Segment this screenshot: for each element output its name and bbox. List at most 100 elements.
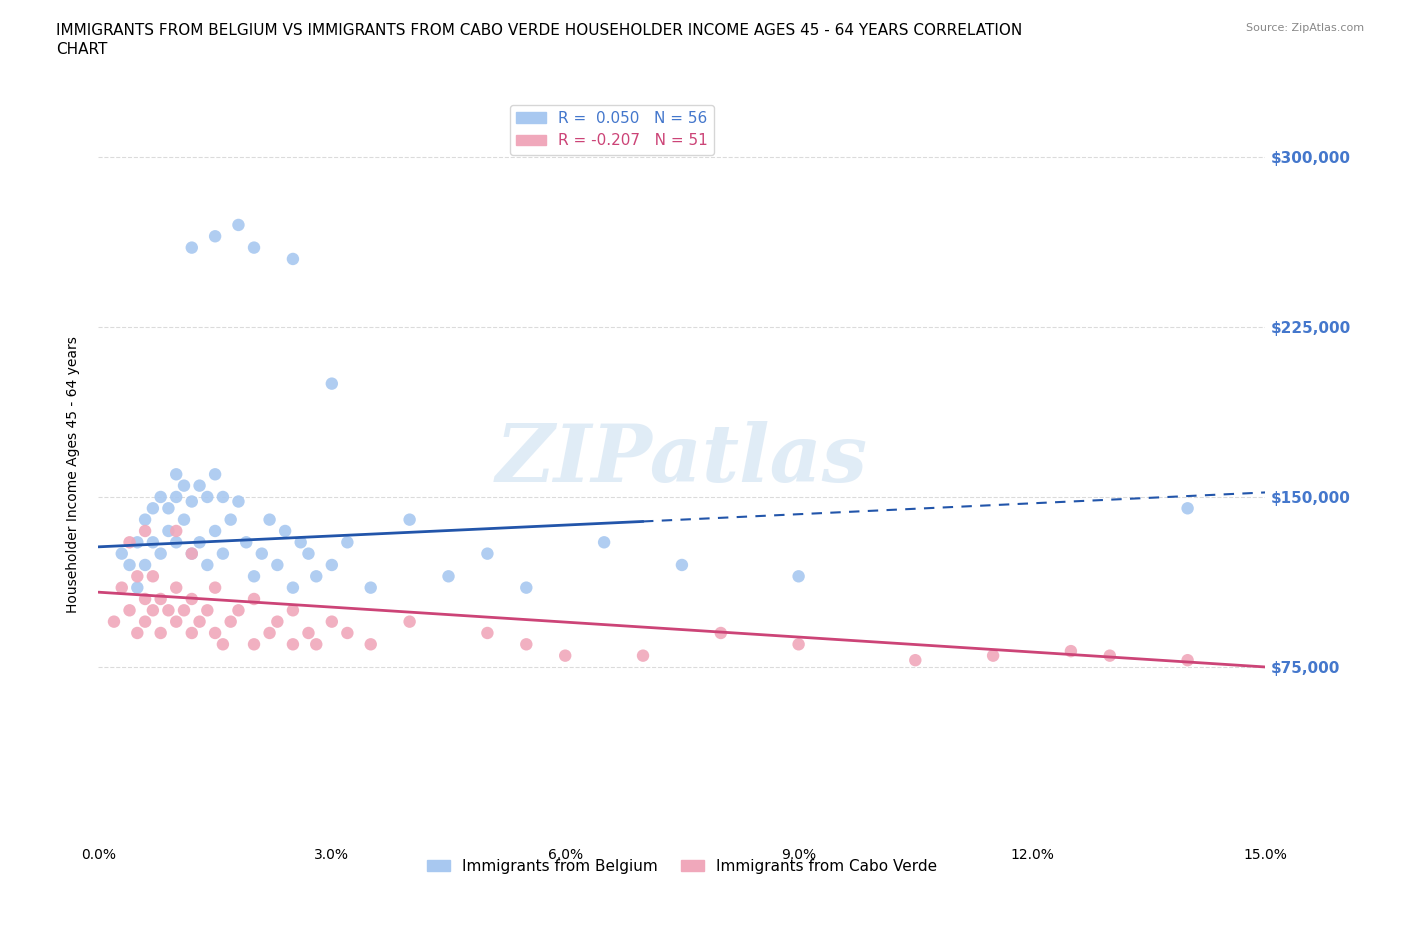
- Point: [1177, 653, 1199, 668]
- Point: [515, 637, 537, 652]
- Point: [195, 489, 218, 504]
- Point: [204, 467, 226, 482]
- Point: [228, 603, 250, 618]
- Point: [477, 626, 499, 641]
- Point: [173, 478, 195, 493]
- Point: [336, 626, 359, 641]
- Point: [360, 580, 382, 595]
- Y-axis label: Householder Income Ages 45 - 64 years: Householder Income Ages 45 - 64 years: [66, 336, 80, 613]
- Point: [165, 580, 187, 595]
- Point: [180, 546, 202, 561]
- Point: [266, 558, 288, 573]
- Text: ZIPatlas: ZIPatlas: [496, 421, 868, 498]
- Point: [787, 637, 810, 652]
- Point: [103, 614, 125, 629]
- Point: [437, 569, 460, 584]
- Point: [228, 218, 250, 232]
- Point: [180, 494, 202, 509]
- Point: [243, 591, 266, 606]
- Point: [149, 546, 172, 561]
- Point: [173, 512, 195, 527]
- Point: [290, 535, 312, 550]
- Point: [593, 535, 616, 550]
- Point: [142, 535, 165, 550]
- Point: [360, 637, 382, 652]
- Point: [204, 524, 226, 538]
- Point: [321, 377, 343, 392]
- Point: [281, 580, 304, 595]
- Point: [165, 535, 187, 550]
- Point: [219, 512, 242, 527]
- Text: Source: ZipAtlas.com: Source: ZipAtlas.com: [1246, 23, 1364, 33]
- Point: [111, 546, 134, 561]
- Point: [219, 614, 242, 629]
- Point: [631, 648, 654, 663]
- Point: [259, 626, 281, 641]
- Point: [118, 558, 141, 573]
- Point: [710, 626, 733, 641]
- Point: [204, 229, 226, 244]
- Point: [142, 603, 165, 618]
- Point: [165, 467, 187, 482]
- Point: [204, 580, 226, 595]
- Text: CHART: CHART: [56, 42, 108, 57]
- Point: [235, 535, 257, 550]
- Point: [297, 546, 319, 561]
- Point: [111, 580, 134, 595]
- Point: [157, 501, 180, 516]
- Point: [305, 569, 328, 584]
- Point: [281, 251, 304, 266]
- Point: [157, 603, 180, 618]
- Point: [981, 648, 1004, 663]
- Point: [180, 626, 202, 641]
- Point: [180, 240, 202, 255]
- Point: [180, 591, 202, 606]
- Point: [142, 569, 165, 584]
- Point: [281, 603, 304, 618]
- Point: [195, 558, 218, 573]
- Legend: Immigrants from Belgium, Immigrants from Cabo Verde: Immigrants from Belgium, Immigrants from…: [420, 853, 943, 880]
- Point: [212, 489, 235, 504]
- Point: [118, 603, 141, 618]
- Point: [228, 494, 250, 509]
- Point: [149, 591, 172, 606]
- Point: [336, 535, 359, 550]
- Point: [134, 614, 156, 629]
- Point: [250, 546, 273, 561]
- Point: [127, 626, 149, 641]
- Point: [243, 637, 266, 652]
- Point: [398, 614, 420, 629]
- Point: [149, 626, 172, 641]
- Point: [274, 524, 297, 538]
- Point: [515, 580, 537, 595]
- Point: [134, 591, 156, 606]
- Point: [204, 626, 226, 641]
- Point: [127, 580, 149, 595]
- Point: [118, 535, 141, 550]
- Point: [281, 637, 304, 652]
- Point: [188, 478, 211, 493]
- Point: [134, 512, 156, 527]
- Point: [1098, 648, 1121, 663]
- Point: [134, 524, 156, 538]
- Point: [1177, 501, 1199, 516]
- Point: [398, 512, 420, 527]
- Point: [165, 489, 187, 504]
- Point: [157, 524, 180, 538]
- Point: [212, 637, 235, 652]
- Point: [321, 614, 343, 629]
- Point: [243, 569, 266, 584]
- Point: [1060, 644, 1083, 658]
- Point: [149, 489, 172, 504]
- Point: [904, 653, 927, 668]
- Point: [212, 546, 235, 561]
- Point: [297, 626, 319, 641]
- Point: [180, 546, 202, 561]
- Point: [165, 524, 187, 538]
- Point: [321, 558, 343, 573]
- Point: [259, 512, 281, 527]
- Point: [173, 603, 195, 618]
- Point: [195, 603, 218, 618]
- Point: [188, 614, 211, 629]
- Point: [787, 569, 810, 584]
